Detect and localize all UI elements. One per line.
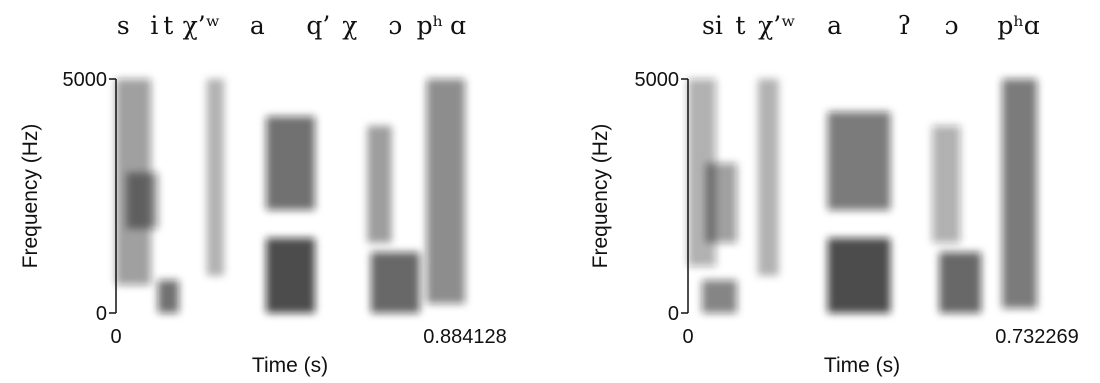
energy-region	[126, 172, 158, 229]
spectrogram-energy-2	[688, 79, 1037, 313]
energy-region	[266, 238, 315, 313]
x-tick-label-left-1: 0	[110, 326, 121, 348]
segment-label: χ’ʷ	[183, 11, 221, 40]
energy-region	[705, 163, 737, 243]
energy-region	[157, 280, 179, 313]
y-axis-label-2: Frequency (Hz)	[589, 124, 612, 269]
energy-region	[827, 111, 891, 211]
x-axis-label-1: Time (s)	[252, 354, 328, 377]
segment-label: ʔ	[898, 11, 911, 40]
segment-label: ɔ	[388, 11, 402, 40]
y-tick-label-top-2: 5000	[635, 69, 680, 91]
energy-region	[370, 252, 420, 313]
x-tick-label-right-1: 0.884128	[423, 326, 506, 348]
x-axis-1: 0 0.884128 Time (s)	[110, 326, 506, 377]
energy-region	[757, 79, 779, 276]
energy-region	[206, 79, 225, 276]
segment-label: i	[150, 11, 158, 40]
energy-region	[939, 252, 982, 313]
y-axis-2: 5000 0 Frequency (Hz)	[589, 69, 689, 325]
y-tick-label-bottom-2: 0	[668, 303, 679, 325]
x-axis-label-2: Time (s)	[824, 354, 900, 377]
segment-label: ɑ	[1024, 11, 1040, 40]
x-tick-label-right-2: 0.732269	[995, 326, 1078, 348]
y-tick-label-top-1: 5000	[63, 69, 108, 91]
segment-label: χ’ʷ	[758, 11, 796, 40]
segment-label: ɔ	[944, 11, 958, 40]
energy-region	[932, 125, 961, 243]
y-axis-label-1: Frequency (Hz)	[19, 124, 42, 269]
energy-region	[367, 125, 392, 243]
energy-region	[827, 238, 891, 313]
segment-label: t	[163, 11, 173, 40]
segment-label: q’	[306, 11, 330, 40]
segment-label: a	[250, 11, 265, 40]
energy-region	[426, 79, 465, 304]
segment-label: s	[117, 11, 130, 40]
energy-region	[266, 116, 315, 210]
spectrogram-panel-2: si t χ’ʷ a ʔ ɔ pʰ ɑ 5000 0 Frequency (Hz) 0 0.7…	[589, 11, 1079, 377]
transcription-1: s i t χ’ʷ a q’ χ ɔ pʰ ɑ	[117, 11, 466, 40]
energy-region	[702, 280, 737, 313]
segment-label: a	[827, 11, 842, 40]
energy-region	[1002, 79, 1037, 309]
y-axis-1: 5000 0 Frequency (Hz)	[19, 69, 117, 325]
spectrogram-energy-1	[116, 79, 465, 313]
segment-label: pʰ	[997, 11, 1024, 40]
segment-label: si	[702, 11, 723, 40]
segment-label: t	[735, 11, 745, 40]
x-tick-label-left-2: 0	[682, 326, 693, 348]
segment-label: pʰ	[417, 11, 444, 40]
spectrogram-panel-1: s i t χ’ʷ a q’ χ ɔ pʰ ɑ 5000 0 Frequency (Hz) 0 0…	[19, 11, 507, 377]
transcription-2: si t χ’ʷ a ʔ ɔ pʰ ɑ	[702, 11, 1040, 40]
y-tick-label-bottom-1: 0	[96, 303, 107, 325]
segment-label: ɑ	[450, 11, 466, 40]
x-axis-2: 0 0.732269 Time (s)	[682, 326, 1078, 377]
segment-label: χ	[342, 11, 357, 40]
